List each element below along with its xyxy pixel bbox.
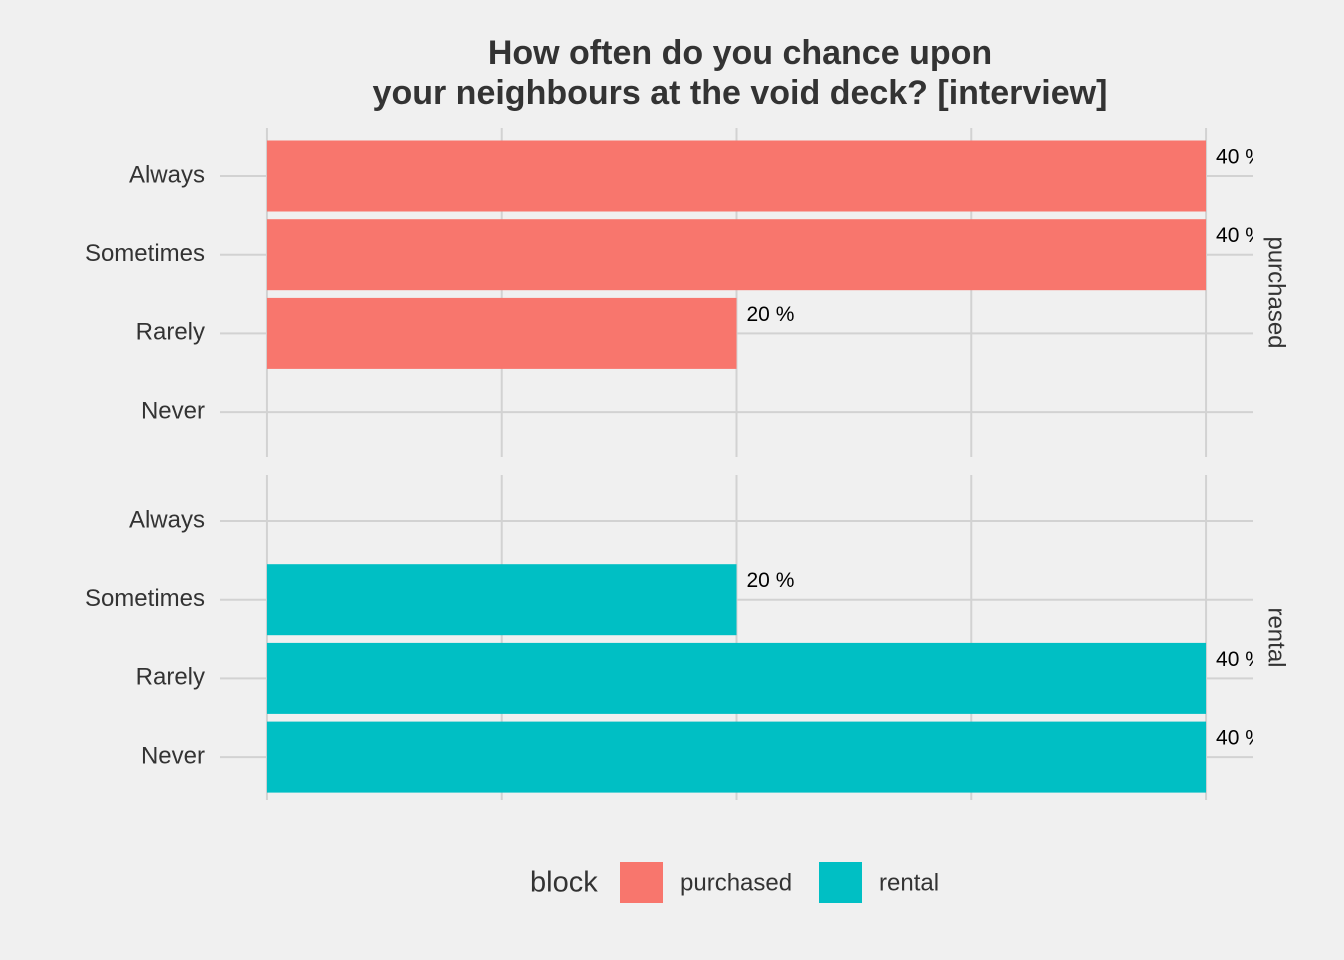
y-tick-label: Never [141,742,205,769]
y-tick-label: Always [129,161,205,188]
chart-title: your neighbours at the void deck? [inter… [373,74,1108,112]
data-label: 40 % [1216,146,1264,169]
chart-title: How often do you chance upon [488,34,992,72]
data-label: 40 % [1216,648,1264,671]
facet-bars: 20 % 40 % 40 % [266,564,1264,793]
y-tick-label: Sometimes [85,240,205,267]
strip-label: rental [1263,607,1290,667]
legend-label: rental [879,869,939,896]
y-tick-label: Always [129,506,205,533]
data-label: 20 % [747,303,795,326]
bar [266,642,1207,714]
strip-label: purchased [1263,236,1290,348]
legend-swatch [620,862,663,903]
data-label: 40 % [1216,727,1264,750]
bar [266,297,737,369]
bar [266,140,1207,212]
legend-label: purchased [680,869,792,896]
y-tick-label: Sometimes [85,585,205,612]
bar [266,219,1207,291]
y-tick-label: Rarely [136,319,205,346]
data-label: 20 % [747,569,795,592]
bar [266,721,1207,793]
legend-swatch [819,862,862,903]
y-tick-label: Rarely [136,664,205,691]
data-label: 40 % [1216,224,1264,247]
facet-bars: 40 % 40 % 20 % [266,140,1264,369]
legend-title: block [530,867,598,899]
y-tick-label: Never [141,397,205,424]
bar [266,564,737,636]
